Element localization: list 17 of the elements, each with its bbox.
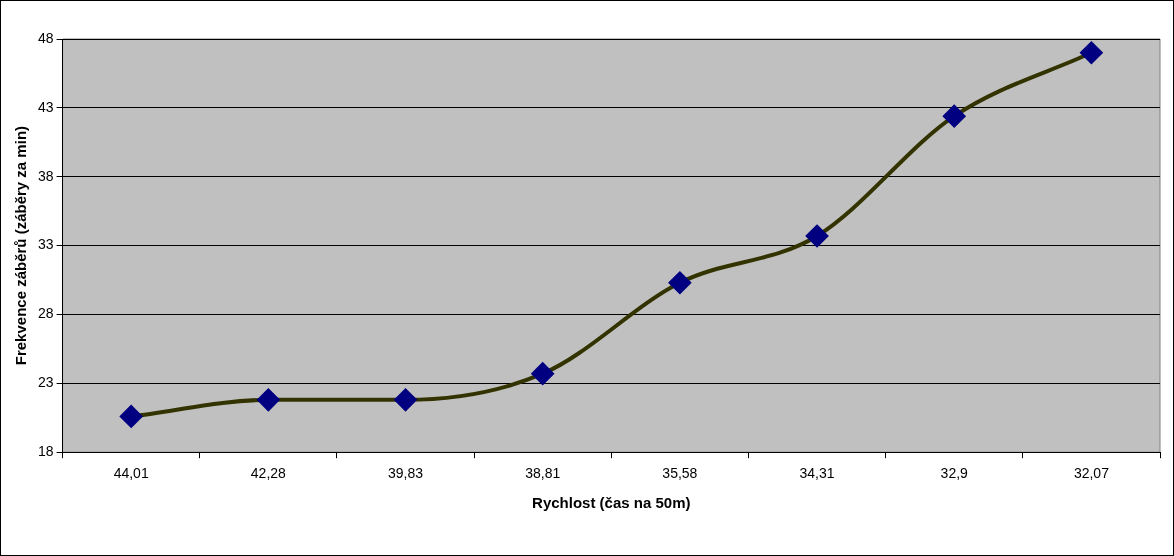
x-tick-label: 44,01	[113, 465, 149, 482]
x-tick-label: 38,81	[525, 465, 561, 482]
x-tick-label: 35,58	[662, 465, 698, 482]
y-tick-label: 23	[37, 374, 54, 391]
x-tick-label: 32,07	[1073, 465, 1110, 482]
x-axis-title: Rychlost (čas na 50m)	[532, 494, 691, 512]
y-tick-label: 48	[37, 29, 54, 46]
x-tick-label: 39,83	[387, 465, 424, 482]
y-tick-label: 38	[37, 167, 54, 184]
y-tick-label: 43	[37, 98, 54, 115]
x-tick-label: 34,31	[799, 465, 835, 482]
y-tick-label: 33	[37, 236, 54, 253]
x-tick-label: 42,28	[250, 465, 287, 482]
y-tick-label: 28	[37, 305, 54, 322]
x-tick-label: 32,9	[940, 465, 969, 482]
y-axis-title: Frekvence záběrů (záběry za min)	[12, 125, 30, 366]
y-tick-label: 18	[37, 443, 54, 460]
